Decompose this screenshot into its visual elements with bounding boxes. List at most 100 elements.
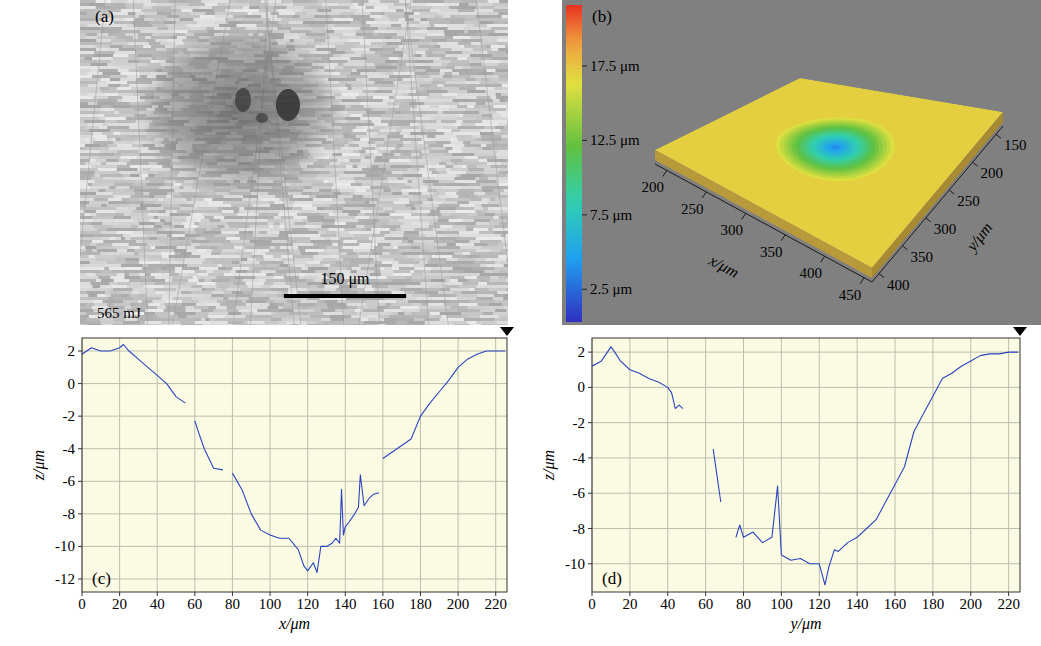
texture (102, 105, 112, 108)
texture (148, 174, 154, 177)
texture (438, 171, 446, 174)
texture (445, 54, 465, 57)
texture (289, 24, 309, 27)
texture (320, 45, 335, 48)
texture (146, 39, 155, 42)
texture (457, 117, 476, 120)
texture (99, 69, 111, 72)
texture (498, 48, 508, 51)
texture (439, 162, 446, 165)
texture (80, 150, 90, 153)
texture (326, 39, 348, 42)
texture (492, 66, 508, 69)
texture (402, 129, 421, 132)
texture (408, 135, 427, 138)
texture (487, 138, 501, 141)
texture (482, 114, 493, 117)
texture (492, 57, 508, 60)
texture (470, 27, 491, 30)
texture (497, 141, 505, 144)
texture (459, 102, 464, 105)
texture (360, 72, 381, 75)
texture (114, 111, 118, 114)
texture (475, 177, 479, 180)
texture (252, 12, 270, 15)
texture (467, 105, 474, 108)
texture (437, 84, 444, 87)
texture (352, 99, 363, 102)
texture (481, 138, 487, 141)
texture (452, 129, 460, 132)
texture (502, 18, 508, 21)
texture (405, 153, 411, 156)
texture (446, 147, 453, 150)
texture (334, 69, 352, 72)
texture (459, 87, 476, 90)
texture (487, 84, 502, 87)
texture (80, 30, 90, 33)
texture (80, 39, 96, 42)
texture (481, 129, 501, 132)
texture (369, 84, 382, 87)
texture (362, 168, 371, 171)
texture (143, 6, 153, 9)
texture (92, 165, 97, 168)
texture (115, 108, 134, 111)
texture (407, 168, 412, 171)
texture (248, 12, 253, 15)
texture (278, 21, 289, 24)
texture (364, 105, 383, 108)
texture (386, 72, 393, 75)
texture (403, 135, 407, 138)
texture (442, 63, 448, 66)
texture (114, 15, 134, 18)
texture (366, 21, 376, 24)
texture (314, 39, 326, 42)
texture (135, 15, 140, 18)
texture (372, 108, 388, 111)
texture (295, 12, 306, 15)
texture (367, 129, 374, 132)
texture (507, 90, 508, 93)
texture (455, 15, 465, 18)
texture (104, 93, 118, 96)
texture (383, 15, 388, 18)
texture (113, 54, 128, 57)
texture (340, 162, 360, 165)
texture (464, 102, 476, 105)
texture (359, 144, 376, 147)
texture (410, 159, 429, 162)
texture (396, 129, 402, 132)
texture (144, 3, 158, 6)
texture (344, 42, 360, 45)
texture (392, 117, 404, 120)
texture (388, 6, 397, 9)
texture (424, 141, 437, 144)
texture (384, 39, 401, 42)
texture (427, 33, 444, 36)
texture (393, 51, 403, 54)
texture (179, 15, 200, 18)
texture (99, 153, 114, 156)
texture (345, 78, 356, 81)
texture (427, 135, 435, 138)
texture (487, 18, 495, 21)
texture (427, 27, 448, 30)
texture (128, 12, 135, 15)
texture (389, 162, 406, 165)
texture (458, 126, 462, 129)
texture (447, 24, 467, 27)
texture (80, 0, 96, 3)
texture (411, 33, 427, 36)
texture (459, 72, 478, 75)
texture (194, 24, 203, 27)
texture (121, 66, 138, 69)
texture (419, 84, 431, 87)
texture (490, 36, 498, 39)
texture (345, 105, 351, 108)
texture (115, 102, 130, 105)
texture (460, 129, 481, 132)
texture (111, 105, 131, 108)
texture (99, 156, 120, 159)
texture (187, 0, 201, 3)
